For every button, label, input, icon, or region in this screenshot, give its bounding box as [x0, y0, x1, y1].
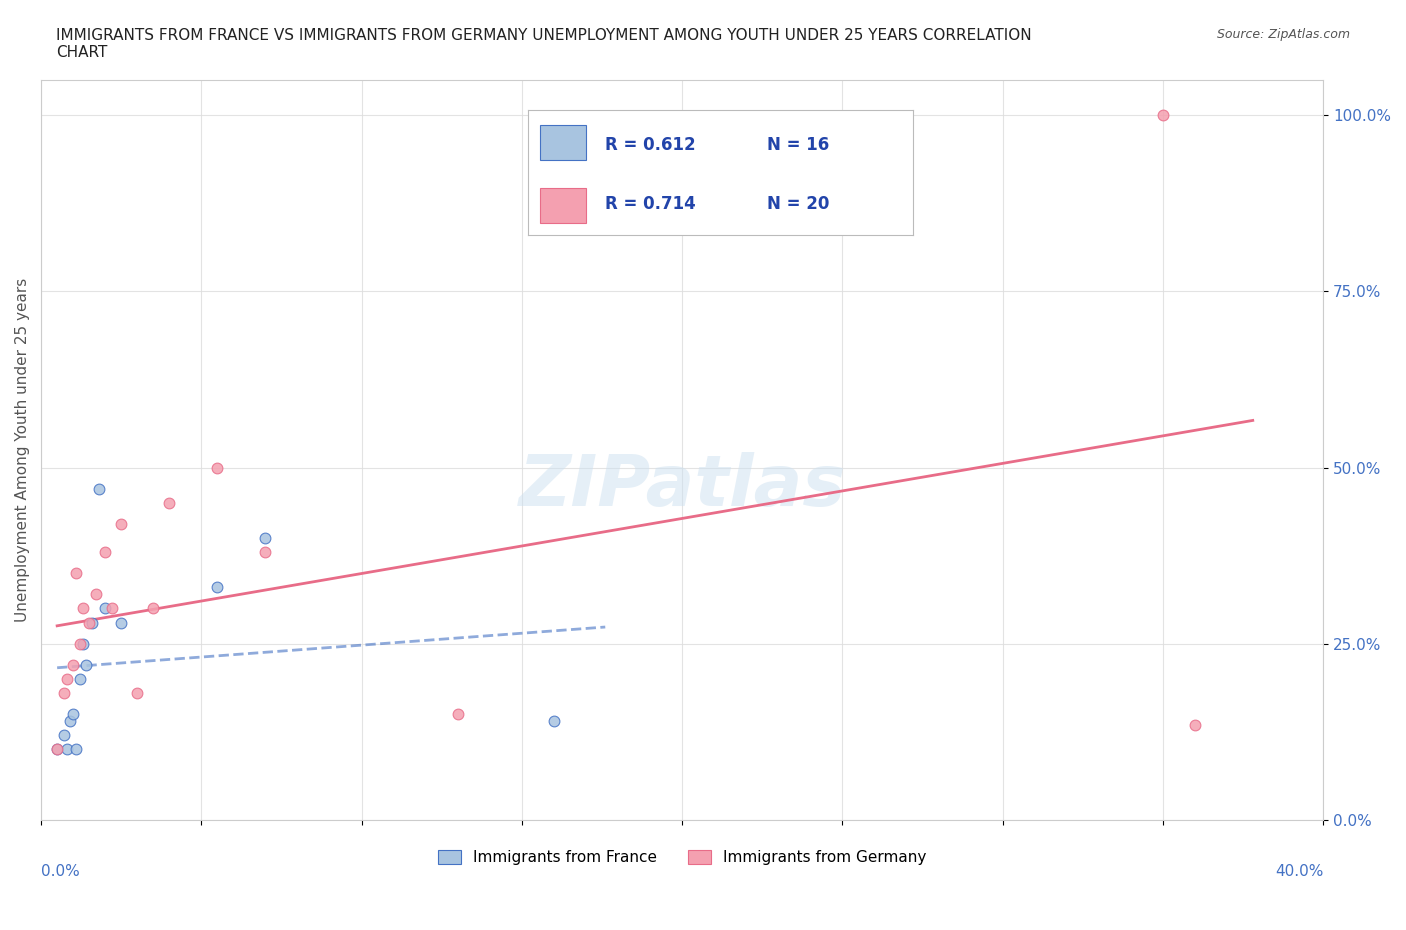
Point	[82, 615, 104, 630]
Point	[84, 587, 107, 602]
Point	[110, 516, 132, 531]
Point	[94, 545, 117, 560]
Text: 0.0%: 0.0%	[41, 864, 80, 879]
Point	[72, 636, 94, 651]
Point	[62, 707, 84, 722]
Text: 40.0%: 40.0%	[1275, 864, 1323, 879]
Point	[69, 671, 91, 686]
Point	[142, 601, 165, 616]
Point	[447, 707, 470, 722]
Point	[254, 545, 277, 560]
Point	[1184, 717, 1206, 732]
Point	[207, 580, 229, 595]
Point	[543, 713, 565, 728]
Point	[62, 658, 84, 672]
Point	[72, 601, 94, 616]
Point	[69, 636, 91, 651]
Point	[77, 615, 100, 630]
Point	[100, 601, 122, 616]
Point	[65, 742, 87, 757]
Point	[52, 728, 75, 743]
Point	[52, 685, 75, 700]
Point	[65, 565, 87, 580]
Text: IMMIGRANTS FROM FRANCE VS IMMIGRANTS FROM GERMANY UNEMPLOYMENT AMONG YOUTH UNDER: IMMIGRANTS FROM FRANCE VS IMMIGRANTS FRO…	[56, 28, 1032, 60]
Y-axis label: Unemployment Among Youth under 25 years: Unemployment Among Youth under 25 years	[15, 278, 30, 622]
Point	[127, 685, 149, 700]
Point	[94, 601, 117, 616]
Point	[110, 615, 132, 630]
Point	[87, 481, 110, 496]
Text: Source: ZipAtlas.com: Source: ZipAtlas.com	[1216, 28, 1350, 41]
Legend: Immigrants from France, Immigrants from Germany: Immigrants from France, Immigrants from …	[432, 844, 932, 871]
Point	[207, 460, 229, 475]
Point	[55, 742, 77, 757]
Point	[59, 713, 82, 728]
Point	[55, 671, 77, 686]
Point	[254, 531, 277, 546]
Point	[46, 742, 69, 757]
Point	[75, 658, 97, 672]
Point	[1152, 108, 1174, 123]
Text: ZIPatlas: ZIPatlas	[519, 453, 846, 522]
Point	[46, 742, 69, 757]
Point	[157, 496, 180, 511]
